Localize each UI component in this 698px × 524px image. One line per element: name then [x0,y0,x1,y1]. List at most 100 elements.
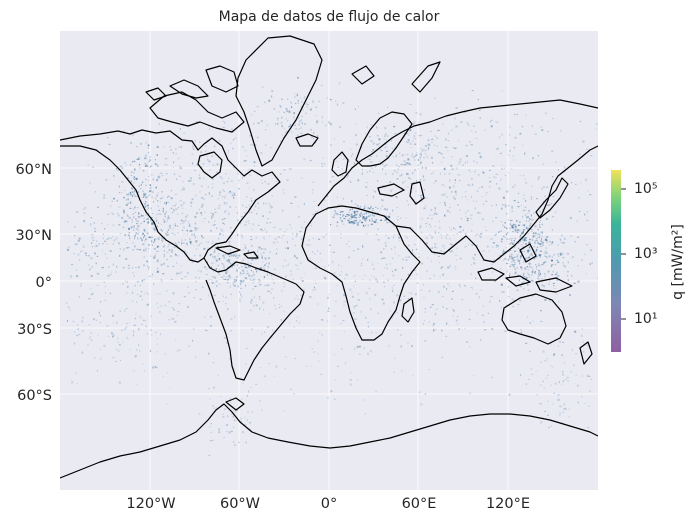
heat-flow-point [198,269,200,272]
heat-flow-point [473,375,475,377]
heat-flow-point [140,183,142,186]
heat-flow-point [355,214,357,216]
heat-flow-point [495,121,497,123]
heat-flow-point [228,261,231,263]
heat-flow-point [83,245,85,248]
heat-flow-point [188,345,190,347]
heat-flow-point [430,156,433,159]
heat-flow-point [434,243,437,245]
heat-flow-point [211,276,214,278]
heat-flow-point [209,128,211,130]
heat-flow-point [226,282,229,284]
heat-flow-point [340,219,342,221]
heat-flow-point [197,245,199,247]
heat-flow-point [248,207,251,210]
heat-flow-point [471,244,474,246]
heat-flow-point [418,256,421,258]
heat-flow-point [236,212,238,214]
heat-flow-point [380,258,383,260]
heat-flow-point [381,150,383,152]
heat-flow-point [227,308,229,311]
heat-flow-point [131,187,133,190]
heat-flow-point [342,215,344,218]
heat-flow-point [409,103,412,105]
heat-flow-point [132,161,134,163]
heat-flow-point [546,204,549,206]
heat-flow-point [113,198,115,200]
heat-flow-point [445,138,447,141]
heat-flow-point [552,282,555,284]
heat-flow-point [371,220,373,222]
heat-flow-point [459,179,461,182]
heat-flow-point [516,113,519,115]
heat-flow-point [222,234,224,236]
heat-flow-point [112,263,114,266]
heat-flow-point [94,253,96,255]
heat-flow-point [159,311,161,313]
heat-flow-point [489,301,491,303]
heat-flow-point [384,147,386,149]
heat-flow-point [543,387,545,389]
heat-flow-point [522,275,524,277]
heat-flow-point [356,213,358,215]
heat-flow-point [535,232,537,235]
heat-flow-point [548,283,550,285]
heat-flow-point [543,201,545,203]
heat-flow-point [385,245,387,247]
heat-flow-point [489,169,491,171]
heat-flow-point [146,205,149,208]
heat-flow-point [225,272,228,274]
heat-flow-point [213,408,215,410]
heat-flow-point [171,317,173,320]
heat-flow-point [374,220,377,222]
heat-flow-point [405,259,408,262]
heat-flow-point [224,211,226,213]
heat-flow-point [200,206,203,208]
heat-flow-point [219,176,222,178]
heat-flow-point [90,275,93,278]
heat-flow-point [520,331,522,333]
heat-flow-point [396,178,399,180]
heat-flow-point [182,207,184,209]
heat-flow-point [166,164,168,166]
heat-flow-point [442,123,445,125]
heat-flow-point [102,243,104,245]
heat-flow-point [124,280,127,282]
heat-flow-point [283,111,286,113]
heat-flow-point [332,251,335,253]
heat-flow-point [103,281,105,284]
heat-flow-point [263,101,266,103]
heat-flow-point [252,281,254,284]
heat-flow-point [217,198,219,200]
heat-flow-point [400,163,402,165]
heat-flow-point [386,135,389,137]
heat-flow-point [354,108,356,111]
heat-flow-point [361,172,364,174]
heat-flow-point [348,221,351,224]
heat-flow-point [458,231,460,233]
heat-flow-point [541,242,543,244]
heat-flow-point [144,205,146,208]
heat-flow-point [149,275,151,277]
heat-flow-point [581,259,583,261]
heat-flow-point [151,273,154,276]
heat-flow-point [519,238,521,240]
heat-flow-point [502,249,505,252]
heat-flow-point [351,215,353,217]
heat-flow-point [523,261,525,263]
heat-flow-point [139,295,142,298]
heat-flow-point [562,262,564,264]
heat-flow-point [577,265,579,267]
heat-flow-point [306,244,309,246]
heat-flow-point [355,134,357,137]
heat-flow-point [537,178,539,180]
heat-flow-point [400,217,402,219]
heat-flow-point [190,177,192,180]
heat-flow-point [108,266,110,268]
heat-flow-point [426,155,428,157]
heat-flow-point [289,223,291,226]
europe-coast [317,99,598,207]
heat-flow-point [524,206,527,208]
heat-flow-point [384,208,386,210]
heat-flow-point [236,234,238,236]
